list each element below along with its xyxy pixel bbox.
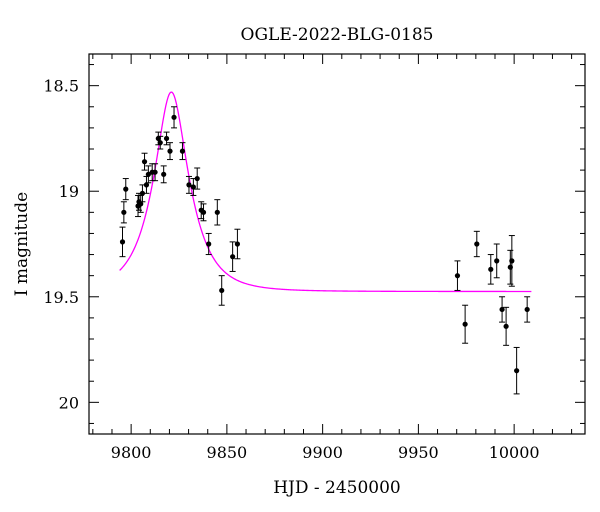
data-marker (121, 209, 127, 215)
data-point (508, 235, 515, 287)
data-marker (138, 201, 144, 207)
data-point (493, 243, 500, 279)
data-marker (494, 258, 500, 264)
data-marker (119, 239, 126, 245)
data-marker (179, 148, 186, 154)
axis-ticks (89, 54, 585, 434)
data-point (454, 260, 461, 291)
data-marker (171, 114, 177, 120)
y-tick-label: 20 (59, 393, 79, 412)
data-marker (462, 321, 468, 327)
x-tick-label: 9800 (111, 443, 152, 462)
y-axis-label: I magnitude (12, 192, 32, 296)
data-point (157, 135, 164, 150)
data-marker (488, 266, 494, 272)
data-point (200, 203, 207, 222)
data-point (122, 178, 129, 201)
x-tick-label: 9950 (398, 443, 439, 462)
plot-frame (88, 53, 586, 435)
data-marker (123, 186, 129, 192)
data-point (185, 175, 192, 194)
data-point (205, 232, 212, 256)
data-point (503, 306, 510, 346)
data-marker (219, 287, 225, 294)
data-point (218, 275, 225, 306)
data-marker (234, 241, 241, 247)
data-marker (509, 258, 515, 264)
data-point (487, 254, 494, 285)
data-marker (186, 182, 192, 188)
data-point (179, 142, 186, 161)
data-point (194, 167, 201, 190)
data-point (507, 249, 514, 285)
y-tick-label: 19.5 (43, 288, 79, 307)
data-point (171, 106, 178, 129)
data-marker (454, 273, 461, 279)
data-marker (474, 241, 480, 247)
data-point (119, 226, 126, 258)
data-marker (167, 148, 173, 154)
data-marker (139, 190, 146, 196)
data-marker (194, 175, 200, 182)
data-marker (230, 254, 236, 260)
y-tick-label: 19 (59, 182, 79, 201)
x-axis-label: HJD - 2450000 (273, 478, 401, 498)
data-marker (152, 169, 158, 175)
data-point (163, 131, 170, 146)
data-marker (145, 171, 151, 177)
data-point (499, 296, 506, 323)
data-marker (143, 182, 150, 188)
data-point (473, 230, 480, 258)
x-tick-label: 10000 (489, 443, 540, 462)
data-marker (161, 171, 167, 177)
data-point (462, 304, 469, 344)
data-point (160, 165, 167, 184)
data-marker (214, 209, 220, 215)
data-marker (157, 140, 163, 146)
tick-labels: 9800 9850 9900 9950 10000 18.5 19 19.5 20 (43, 77, 539, 462)
data-marker (141, 159, 148, 165)
data-point (152, 163, 159, 182)
data-point (143, 175, 150, 194)
data-point (167, 142, 174, 161)
data-point (214, 199, 221, 226)
data-point (234, 228, 241, 260)
data-marker (524, 306, 530, 313)
data-point (513, 346, 520, 395)
data-point (190, 178, 197, 196)
data-points (119, 106, 531, 395)
x-tick-label: 9850 (207, 443, 248, 462)
data-marker (514, 368, 520, 374)
data-marker (499, 306, 505, 313)
x-tick-label: 9900 (302, 443, 343, 462)
data-marker (503, 323, 509, 329)
data-marker (163, 135, 170, 142)
data-marker (206, 241, 212, 247)
data-point (145, 165, 152, 184)
data-point (141, 152, 148, 171)
data-marker (190, 184, 196, 190)
model-curve (119, 91, 532, 293)
data-marker (155, 135, 161, 142)
chart-title: OGLE-2022-BLG-0185 (241, 25, 434, 45)
data-point (120, 201, 127, 224)
y-tick-label: 18.5 (43, 77, 79, 96)
data-point (229, 241, 236, 272)
data-point (524, 296, 531, 323)
data-marker (200, 209, 207, 215)
